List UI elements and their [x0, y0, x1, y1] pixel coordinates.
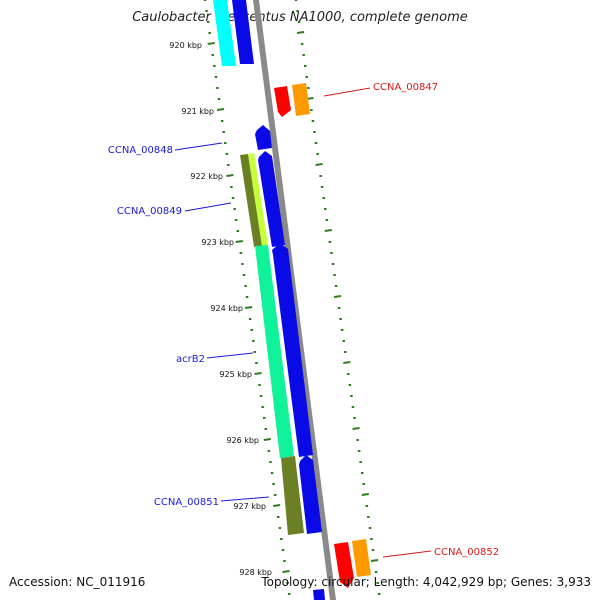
inner-tick-mark	[244, 306, 253, 309]
gene-features	[213, 0, 371, 600]
kbp-label-927: 927 kbp	[233, 502, 266, 511]
outer-tick-mark	[370, 559, 379, 562]
leader-ccna-00848	[174, 142, 223, 151]
inner-tick-mark	[282, 570, 290, 573]
gene-label-ccna-00849[interactable]: CCNA_00849	[117, 206, 182, 217]
leader-ccna-00852	[382, 550, 432, 558]
kbp-label-926: 926 kbp	[226, 436, 259, 445]
inner-tick-mark	[216, 108, 225, 111]
feature-ccna-00851	[281, 456, 304, 535]
feature-ccna-00848	[255, 125, 272, 150]
kbp-label-928: 928 kbp	[239, 568, 272, 577]
feature-blue-top	[232, 0, 254, 64]
outer-tick-mark	[324, 229, 332, 232]
feature-blue-arrow-2	[272, 243, 313, 457]
feature-blue-bottom	[313, 589, 325, 600]
feature-acrb2	[255, 245, 294, 458]
inner-tick-mark	[235, 240, 243, 243]
leader-ccna-00849	[184, 202, 232, 212]
outer-tick-mark	[343, 361, 351, 364]
gene-label-ccna-00851[interactable]: CCNA_00851	[154, 497, 219, 508]
label-leader-lines	[174, 87, 432, 558]
leader-ccna-00851	[220, 496, 270, 502]
inner-tick-mark	[263, 438, 271, 441]
kbp-scale: 920 kbp 921 kbp 922 kbp 923 kbp 924 kbp …	[169, 41, 272, 577]
kbp-label-920: 920 kbp	[169, 41, 202, 50]
feature-ccna-00847-red	[274, 86, 291, 117]
outer-tick-mark	[352, 427, 360, 430]
feature-cyan-top	[213, 0, 236, 66]
genome-backbone	[253, 0, 336, 600]
feature-ccna-00849-light	[248, 153, 268, 246]
kbp-label-921: 921 kbp	[181, 107, 214, 116]
inner-tick-mark	[254, 372, 262, 375]
accession-text: Accession: NC_011916	[9, 575, 146, 589]
leader-ccna-00847	[323, 87, 371, 97]
gene-label-ccna-00847[interactable]: CCNA_00847	[373, 82, 438, 93]
outer-tick-mark	[296, 31, 305, 34]
kbp-label-924: 924 kbp	[210, 304, 243, 313]
feature-blue-arrow-3	[299, 455, 322, 534]
feature-ccna-00847-orange	[292, 83, 310, 116]
gene-labels: CCNA_00847 CCNA_00848 CCNA_00849 acrB2 C…	[108, 82, 499, 558]
feature-ccna-00852-red	[334, 542, 354, 588]
feature-ccna-00849-dark	[240, 154, 262, 247]
outer-tick-mark	[315, 163, 323, 166]
inner-tick-mark	[273, 504, 281, 507]
tick-marks	[203, 0, 381, 595]
gene-label-ccna-00848[interactable]: CCNA_00848	[108, 145, 173, 156]
gene-label-acrb2[interactable]: acrB2	[176, 354, 205, 365]
gene-label-ccna-00852[interactable]: CCNA_00852	[434, 547, 499, 558]
inner-tick-mark	[226, 174, 234, 177]
feature-ccna-00852-orange	[352, 539, 371, 577]
inner-tick-mark	[207, 42, 215, 45]
feature-blue-arrow-1	[258, 151, 285, 247]
leader-acrb2	[206, 352, 254, 359]
outer-tick-mark	[361, 493, 369, 496]
kbp-label-925: 925 kbp	[219, 370, 252, 379]
kbp-label-922: 922 kbp	[190, 172, 223, 181]
outer-tick-mark	[333, 295, 342, 298]
kbp-label-923: 923 kbp	[201, 238, 234, 247]
genome-summary-text: Topology: circular; Length: 4,042,929 bp…	[261, 575, 591, 589]
